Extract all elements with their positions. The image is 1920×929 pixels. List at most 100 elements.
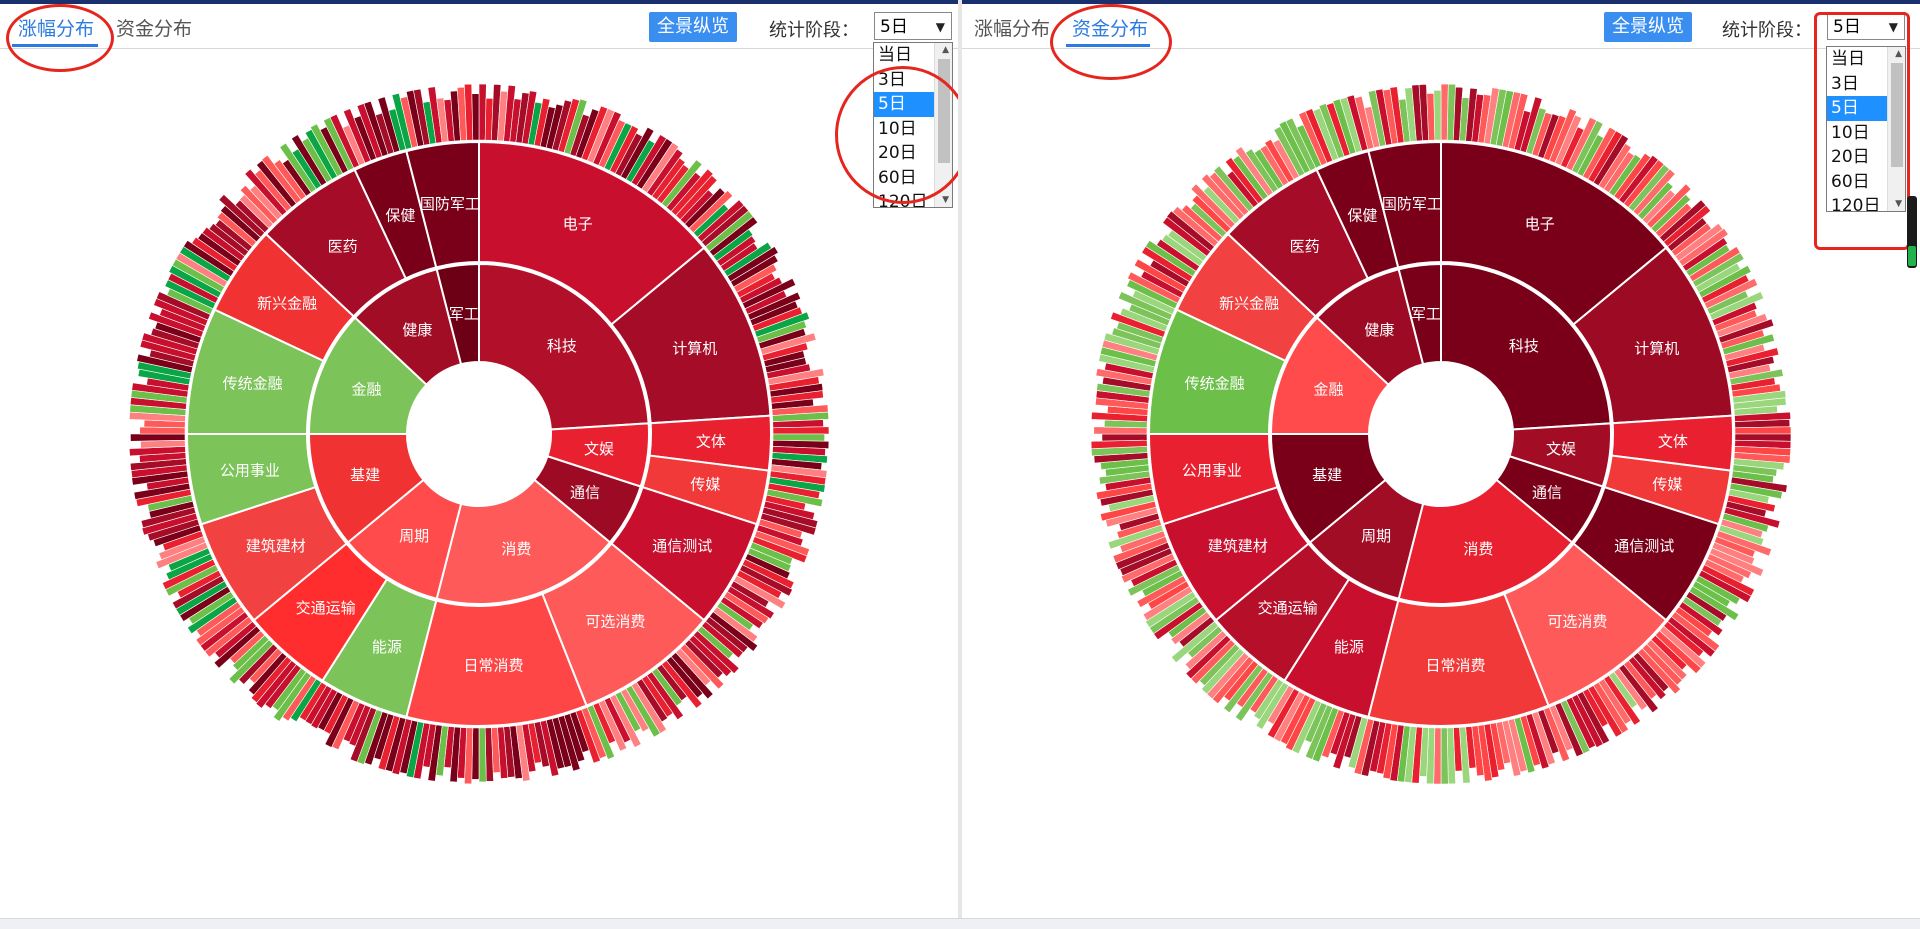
sunburst-label: 医药 (328, 237, 358, 255)
overview-button[interactable]: 全景纵览 (1604, 12, 1692, 42)
sunburst-label: 基建 (350, 466, 380, 484)
sunburst-segment[interactable] (478, 140, 706, 326)
sunburst-label: 计算机 (672, 340, 717, 358)
period-option[interactable]: 3日 (1831, 73, 1859, 94)
chevron-down-icon: ▼ (935, 20, 945, 34)
sunburst-segment[interactable] (1367, 140, 1442, 269)
annotation-circle-tab (1050, 4, 1172, 80)
left-panel: 涨幅分布 资金分布 全景纵览 统计阶段： 5日 ▼ 当日 3日 5日 10日 20日 60… (0, 4, 958, 922)
overview-button[interactable]: 全景纵览 (649, 12, 737, 42)
sunburst-label: 建筑建材 (1208, 537, 1268, 555)
sunburst-segment[interactable] (478, 262, 650, 431)
page-scrollbar[interactable] (1907, 196, 1917, 268)
period-option[interactable]: 10日 (1831, 122, 1870, 143)
period-select[interactable]: 5日 ▼ (874, 12, 952, 40)
sunburst-segment[interactable] (435, 478, 612, 605)
period-select-value: 5日 (880, 17, 908, 37)
tab-gain-distribution[interactable]: 涨幅分布 (974, 18, 1051, 40)
sunburst-label: 文娱 (584, 440, 614, 458)
sunburst-segment[interactable] (1440, 140, 1668, 326)
panel-divider (958, 0, 962, 928)
sunburst-label: 周期 (1361, 527, 1391, 545)
sunburst-label: 军工 (449, 305, 479, 323)
stock-slice[interactable] (130, 433, 186, 442)
dropdown-scrollbar[interactable]: ▲ ▼ (1887, 47, 1905, 211)
sunburst-label: 交通运输 (1258, 599, 1318, 617)
sunburst-label: 计算机 (1634, 340, 1679, 358)
sunburst-segment[interactable] (1397, 262, 1442, 366)
stat-period-label: 统计阶段： (769, 20, 859, 41)
stock-slice[interactable] (1433, 89, 1442, 141)
sunburst-label: 传媒 (1652, 476, 1682, 494)
stock-slice[interactable] (772, 426, 830, 435)
sunburst-segment[interactable] (1440, 262, 1612, 431)
sunburst-label: 传统金融 (223, 374, 283, 392)
sunburst-label: 通信测试 (652, 537, 712, 555)
sunburst-label: 文娱 (1546, 440, 1576, 458)
sunburst-label: 文体 (696, 432, 726, 450)
sunburst-label: 医药 (1290, 237, 1320, 255)
stat-period-label: 统计阶段： (1722, 20, 1812, 41)
sunburst-label: 金融 (1313, 380, 1343, 398)
sunburst-label: 健康 (402, 321, 432, 339)
period-option[interactable]: 20日 (1831, 147, 1870, 167)
sunburst-label: 国防军工 (1382, 195, 1442, 213)
sunburst-label: 日常消费 (464, 657, 524, 675)
annotation-rect-dropdown (1814, 12, 1910, 250)
period-option[interactable]: 当日 (1831, 49, 1865, 69)
period-option[interactable]: 5日 (1827, 96, 1887, 121)
sunburst-label: 基建 (1312, 466, 1342, 484)
period-select-value: 5日 (1833, 17, 1861, 37)
sunburst-label: 周期 (399, 527, 429, 545)
sunburst-label: 新兴金融 (257, 295, 317, 313)
sunburst-label: 军工 (1411, 305, 1441, 323)
sunburst-label: 科技 (1509, 337, 1539, 355)
chevron-down-icon: ▼ (1888, 20, 1898, 34)
stock-slice[interactable] (1440, 727, 1449, 785)
stock-slice[interactable] (1734, 426, 1792, 435)
scrollbar-thumb[interactable] (1891, 63, 1903, 167)
sunburst-label: 交通运输 (296, 599, 356, 617)
sunburst-label: 新兴金融 (1219, 295, 1279, 313)
sunburst-label: 通信 (570, 483, 600, 501)
scroll-up-icon[interactable]: ▲ (1895, 49, 1902, 59)
stock-slice[interactable] (478, 727, 487, 783)
sunburst-segment[interactable] (435, 262, 480, 366)
sunburst-label: 消费 (1463, 540, 1493, 558)
sunburst-label: 可选消费 (585, 613, 645, 631)
sunburst-label: 国防军工 (420, 195, 480, 213)
page-scrollbar-indicator (1908, 246, 1916, 266)
sunburst-center (1371, 364, 1511, 504)
period-option[interactable]: 60日 (1831, 171, 1870, 192)
period-select[interactable]: 5日 ▼ (1827, 12, 1905, 40)
annotation-circle-tab (6, 4, 114, 72)
sunburst-center (409, 364, 549, 504)
sunburst-label: 电子 (563, 215, 593, 233)
period-dropdown: 当日 3日 5日 10日 20日 60日 120日 ▲ ▼ (1826, 46, 1906, 212)
bottom-strip (0, 918, 1920, 929)
period-option[interactable]: 120日 (1831, 196, 1881, 212)
scroll-down-icon[interactable]: ▼ (942, 195, 949, 205)
right-panel: 涨幅分布 资金分布 全景纵览 统计阶段： 5日 ▼ 当日 3日 5日 10日 20日 60… (962, 4, 1920, 922)
sunburst-label: 金融 (351, 380, 381, 398)
sunburst-segment[interactable] (405, 140, 480, 269)
sunburst-label: 消费 (501, 540, 531, 558)
sunburst-label: 可选消费 (1547, 613, 1607, 631)
sunburst-label: 文体 (1658, 432, 1688, 450)
sunburst-label: 通信测试 (1614, 537, 1674, 555)
sunburst-label: 日常消费 (1426, 657, 1486, 675)
scroll-up-icon[interactable]: ▲ (942, 45, 949, 55)
sunburst-segment[interactable] (1397, 478, 1574, 605)
sunburst-label: 能源 (1334, 638, 1364, 656)
scroll-down-icon[interactable]: ▼ (1895, 199, 1902, 209)
sunburst-label: 公用事业 (1182, 461, 1242, 479)
sunburst-label: 传统金融 (1185, 374, 1245, 392)
sunburst-label: 通信 (1532, 483, 1562, 501)
tab-fund-distribution[interactable]: 资金分布 (116, 18, 193, 40)
sunburst-label: 健康 (1364, 321, 1394, 339)
period-option[interactable]: 当日 (878, 45, 912, 65)
stock-slice[interactable] (1101, 433, 1148, 442)
stock-slice[interactable] (471, 93, 480, 141)
